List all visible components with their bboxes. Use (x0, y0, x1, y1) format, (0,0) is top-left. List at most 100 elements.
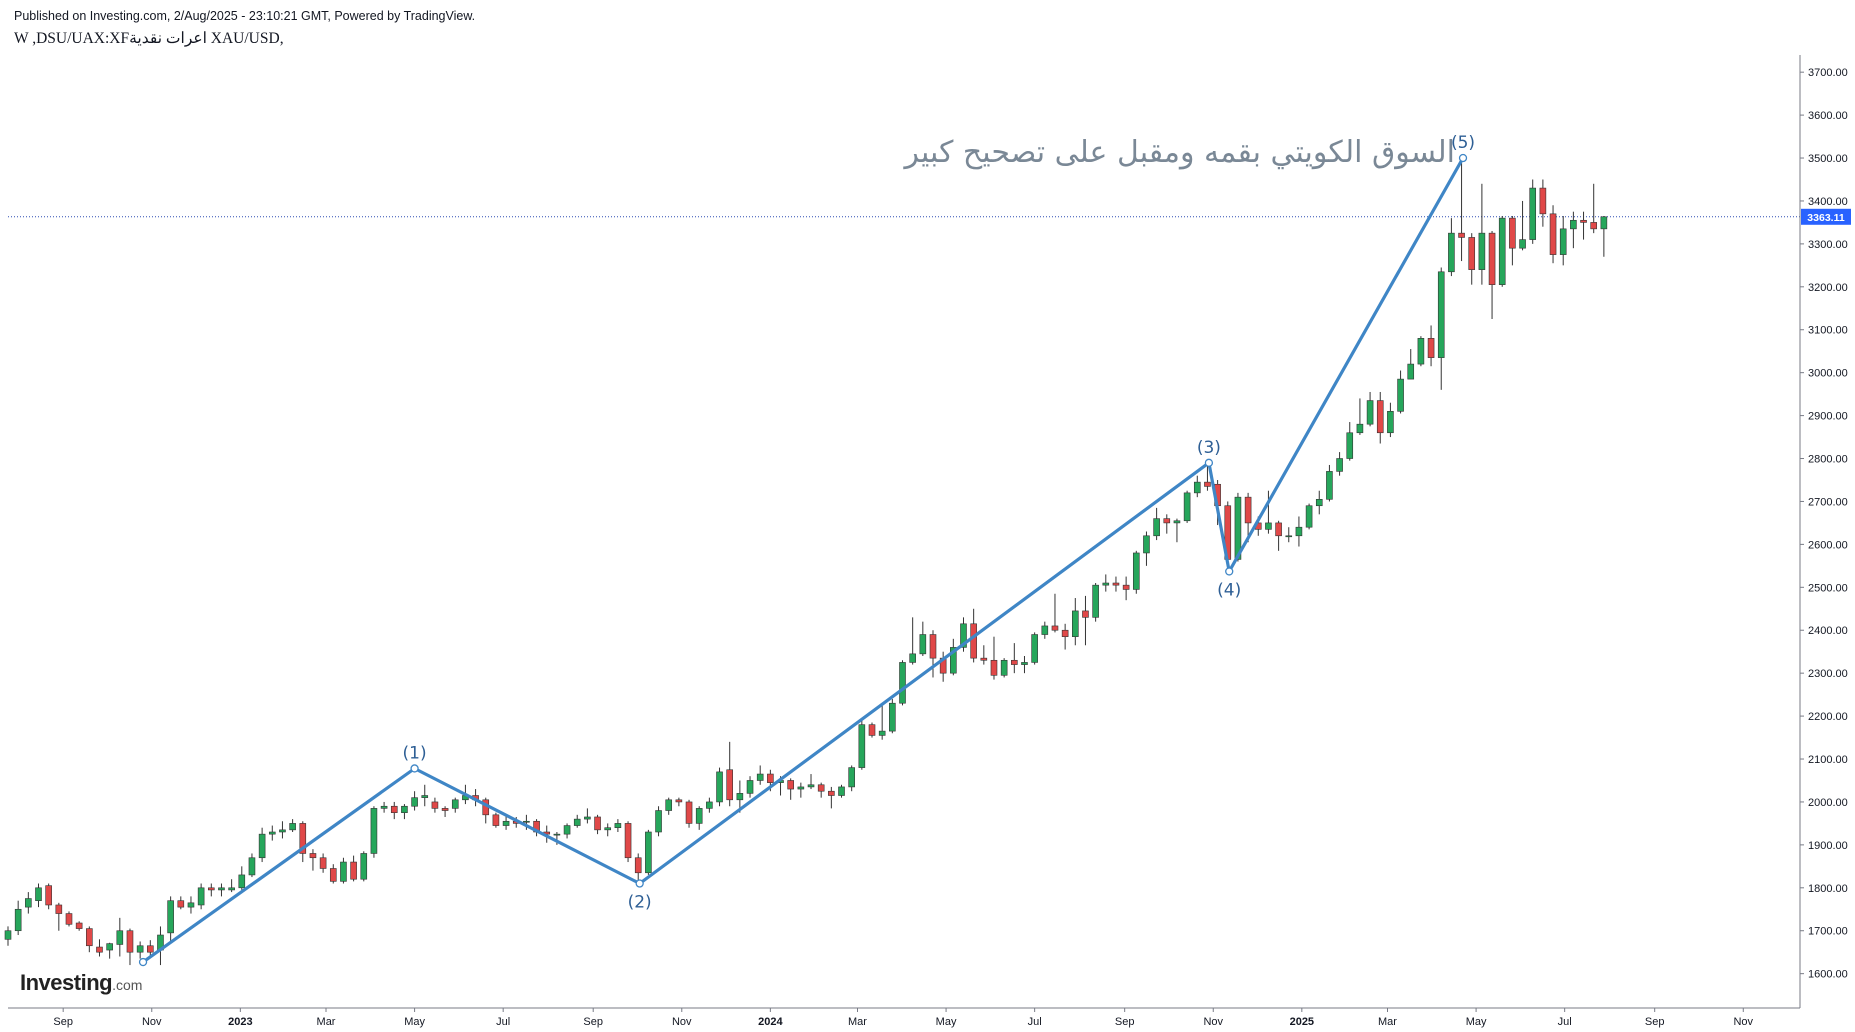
candle-body (299, 823, 307, 854)
candle (482, 797, 490, 824)
x-tick-label: Nov (672, 1016, 692, 1028)
candle (990, 636, 998, 680)
y-tick-label: 3200.00 (1808, 282, 1848, 294)
candle (1427, 325, 1435, 367)
last-price-tag (1801, 208, 1851, 225)
candle-body (411, 797, 418, 807)
candle (909, 617, 916, 665)
candle (75, 921, 83, 931)
x-tick-label: May (1466, 1016, 1487, 1028)
candle (136, 941, 144, 959)
candle (675, 797, 683, 807)
candle (1275, 520, 1282, 551)
candle (1041, 621, 1049, 639)
candle-body (645, 831, 652, 874)
x-tick-label: 2023 (228, 1016, 252, 1028)
y-tick-label: 3300.00 (1808, 239, 1848, 251)
candle (86, 926, 93, 953)
candle-body (1559, 228, 1567, 255)
candle (197, 883, 205, 910)
candle-body (828, 790, 835, 796)
candle-body (817, 784, 825, 792)
candle-body (167, 900, 174, 934)
candle-body (1315, 499, 1323, 507)
candle-body (655, 810, 662, 833)
candle-body (340, 861, 347, 882)
candle (1376, 391, 1384, 444)
candle-body (1397, 378, 1404, 412)
candle-body (401, 805, 408, 813)
candle (1570, 211, 1577, 249)
candle-body (1376, 400, 1384, 434)
candle (563, 823, 571, 839)
x-tick-label: May (936, 1016, 957, 1028)
candle (1315, 490, 1323, 515)
candle-body (1193, 481, 1201, 494)
candle-body (1407, 363, 1415, 380)
candle (116, 917, 124, 957)
candle-body (787, 780, 794, 790)
candle-body (1082, 610, 1089, 618)
candle-body (329, 868, 337, 882)
candle (1031, 632, 1038, 665)
candle (1153, 507, 1160, 541)
candle-body (1112, 582, 1120, 586)
y-tick-label: 2500.00 (1808, 582, 1848, 594)
candle-body (1305, 505, 1313, 528)
candle-body (1041, 625, 1049, 635)
wave-point (635, 879, 644, 888)
candle-body (319, 857, 327, 869)
candle (655, 806, 662, 837)
candle-body (1488, 232, 1496, 285)
candle-body (1417, 338, 1425, 365)
candle (299, 821, 307, 863)
candle-body (878, 730, 886, 736)
candle-body (1600, 216, 1608, 230)
published-caption: Published on Investing.com, 2/Aug/2025 -… (14, 9, 476, 23)
candle (807, 774, 815, 790)
candle-body (268, 831, 276, 835)
x-tick-label: Nov (1733, 1016, 1753, 1028)
candle-body (1102, 582, 1110, 586)
candle (187, 896, 195, 914)
candle-body (207, 887, 215, 891)
candle (238, 866, 246, 890)
candle (1387, 402, 1394, 438)
candle (665, 797, 673, 815)
candle (1326, 464, 1333, 502)
wave-point (138, 957, 148, 967)
candle (828, 786, 835, 809)
candle-body (1163, 518, 1171, 524)
candle-body (492, 814, 500, 826)
candle-body (177, 900, 185, 908)
candle-body (1387, 411, 1394, 434)
candle (726, 741, 733, 807)
candle (218, 883, 225, 897)
candle-body (665, 799, 673, 811)
candle-body (624, 823, 632, 859)
candle-body (950, 647, 957, 674)
candle (1234, 492, 1242, 562)
candle (919, 621, 927, 656)
candle-body (147, 945, 154, 953)
last-price-label: 3363.11 (1807, 212, 1845, 224)
y-tick-label: 3100.00 (1808, 325, 1848, 337)
y-tick-label: 3400.00 (1808, 196, 1848, 208)
candle-body (1509, 217, 1516, 249)
wave-label: (2) (628, 893, 652, 913)
candle (695, 806, 703, 830)
candle (1244, 492, 1252, 543)
candle (1448, 218, 1455, 277)
candle-body (502, 820, 510, 826)
candle-body (1580, 219, 1587, 223)
candle (645, 829, 652, 875)
x-axis: Sep Nov 2023 Mar May Jul Sep Nov 2024 Mar May Jul Se… (8, 1007, 1800, 1028)
wave-label: (3) (1197, 438, 1221, 458)
candle (1519, 200, 1526, 251)
candle-body (1366, 400, 1374, 425)
candle (1336, 452, 1343, 476)
candle-body (736, 793, 744, 801)
x-tick-label: Nov (1203, 1016, 1223, 1028)
candle (1061, 623, 1069, 650)
candle-body (116, 930, 124, 945)
